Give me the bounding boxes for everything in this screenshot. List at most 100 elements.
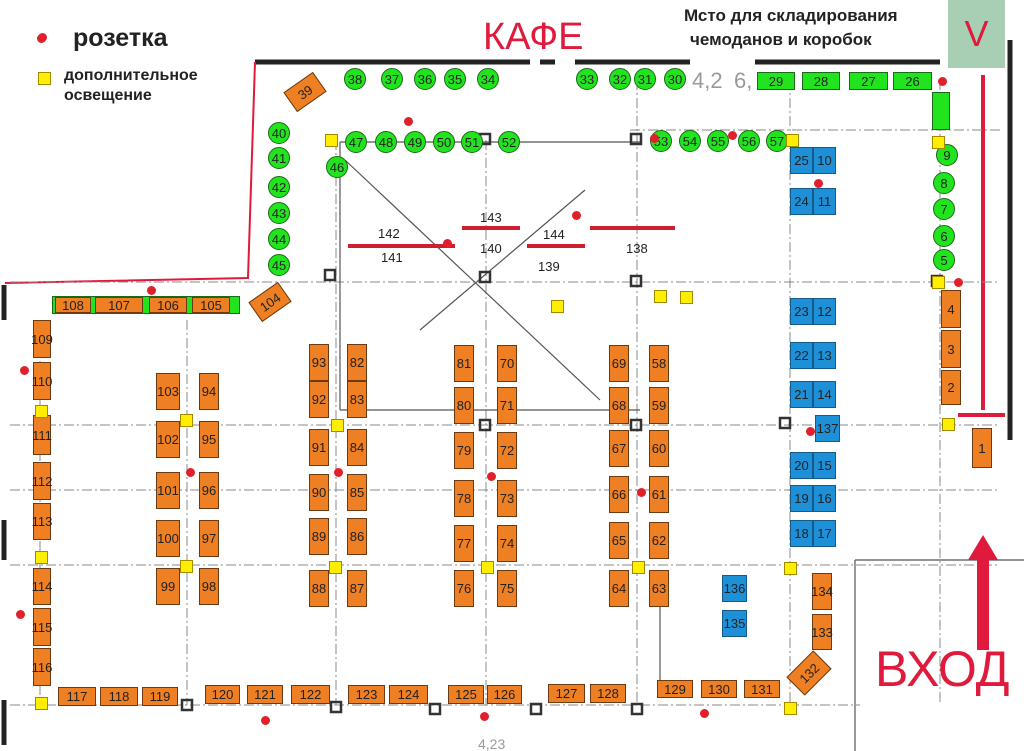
booth-130[interactable]: 130: [701, 680, 737, 698]
booth-94[interactable]: 94: [199, 373, 219, 410]
booth-106[interactable]: 106: [149, 297, 187, 313]
booth-109[interactable]: 109: [31, 320, 53, 358]
booth-137[interactable]: 137: [815, 415, 840, 442]
booth-27[interactable]: 27: [849, 72, 888, 90]
booth-7[interactable]: 7: [933, 198, 955, 220]
zone-139[interactable]: 139: [538, 259, 560, 274]
booth-28[interactable]: 28: [802, 72, 840, 90]
booth-46[interactable]: 46: [326, 156, 348, 178]
booth-24[interactable]: 24: [790, 188, 813, 215]
booth-83[interactable]: 83: [347, 381, 367, 418]
booth-133[interactable]: 133: [811, 614, 833, 650]
booth-15[interactable]: 15: [813, 452, 836, 479]
booth-50[interactable]: 50: [433, 131, 455, 153]
booth-2[interactable]: 2: [941, 370, 961, 405]
booth-65[interactable]: 65: [609, 522, 629, 559]
booth-105[interactable]: 105: [192, 297, 230, 313]
zone-140[interactable]: 140: [480, 241, 502, 256]
booth-36[interactable]: 36: [414, 68, 436, 90]
booth-91[interactable]: 91: [309, 429, 329, 466]
booth-110[interactable]: 110: [32, 362, 52, 400]
booth-86[interactable]: 86: [347, 518, 367, 555]
booth-11[interactable]: 11: [813, 188, 836, 215]
booth-19[interactable]: 19: [790, 485, 813, 512]
booth-61[interactable]: 61: [649, 476, 669, 513]
booth-51[interactable]: 51: [461, 131, 483, 153]
booth-136[interactable]: 136: [722, 575, 747, 602]
booth-103[interactable]: 103: [156, 373, 180, 410]
booth-81[interactable]: 81: [454, 345, 474, 382]
booth-14[interactable]: 14: [813, 381, 836, 408]
booth-118[interactable]: 118: [100, 687, 138, 706]
booth-9[interactable]: 9: [936, 144, 958, 166]
booth-124[interactable]: 124: [389, 685, 428, 704]
zone-138[interactable]: 138: [626, 241, 648, 256]
booth-25[interactable]: 25: [790, 147, 813, 174]
booth-93[interactable]: 93: [309, 344, 329, 381]
booth-48[interactable]: 48: [375, 131, 397, 153]
booth-76[interactable]: 76: [454, 570, 474, 607]
booth-31[interactable]: 31: [634, 68, 656, 90]
booth-67[interactable]: 67: [609, 430, 629, 467]
booth-69[interactable]: 69: [609, 345, 629, 382]
booth-43[interactable]: 43: [268, 202, 290, 224]
booth-45[interactable]: 45: [268, 254, 290, 276]
booth-85[interactable]: 85: [347, 474, 367, 511]
booth-57[interactable]: 57: [766, 130, 788, 152]
booth-129[interactable]: 129: [657, 680, 693, 698]
booth-121[interactable]: 121: [247, 685, 283, 704]
booth-128[interactable]: 128: [590, 684, 626, 703]
booth-82[interactable]: 82: [347, 344, 367, 381]
zone-141[interactable]: 141: [381, 250, 403, 265]
booth-131[interactable]: 131: [744, 680, 780, 698]
booth-117[interactable]: 117: [58, 687, 96, 706]
booth-113[interactable]: 113: [32, 503, 52, 540]
booth-33[interactable]: 33: [576, 68, 598, 90]
booth-134[interactable]: 134: [811, 573, 833, 610]
booth-unnumbered[interactable]: [932, 92, 950, 130]
booth-55[interactable]: 55: [707, 130, 729, 152]
booth-68[interactable]: 68: [609, 387, 629, 424]
zone-143[interactable]: 143: [480, 210, 502, 225]
booth-22[interactable]: 22: [790, 342, 813, 369]
booth-5[interactable]: 5: [933, 249, 955, 271]
booth-6[interactable]: 6: [933, 225, 955, 247]
booth-123[interactable]: 123: [348, 685, 385, 704]
booth-96[interactable]: 96: [199, 472, 219, 509]
booth-127[interactable]: 127: [548, 684, 585, 703]
booth-126[interactable]: 126: [487, 685, 522, 704]
booth-62[interactable]: 62: [649, 522, 669, 559]
booth-30[interactable]: 30: [664, 68, 686, 90]
booth-56[interactable]: 56: [738, 130, 760, 152]
booth-16[interactable]: 16: [813, 485, 836, 512]
booth-29[interactable]: 29: [757, 72, 795, 90]
booth-38[interactable]: 38: [344, 68, 366, 90]
booth-114[interactable]: 114: [32, 568, 52, 605]
booth-116[interactable]: 116: [32, 648, 52, 686]
booth-63[interactable]: 63: [649, 570, 669, 607]
booth-87[interactable]: 87: [347, 570, 367, 607]
booth-13[interactable]: 13: [813, 342, 836, 369]
booth-3[interactable]: 3: [941, 330, 961, 368]
booth-18[interactable]: 18: [790, 520, 813, 547]
booth-101[interactable]: 101: [156, 472, 180, 509]
booth-108[interactable]: 108: [55, 297, 91, 313]
booth-120[interactable]: 120: [205, 685, 240, 704]
booth-40[interactable]: 40: [268, 122, 290, 144]
booth-4[interactable]: 4: [941, 290, 961, 328]
booth-78[interactable]: 78: [454, 480, 474, 517]
booth-32[interactable]: 32: [609, 68, 631, 90]
booth-119[interactable]: 119: [142, 687, 178, 706]
booth-26[interactable]: 26: [893, 72, 932, 90]
booth-54[interactable]: 54: [679, 130, 701, 152]
booth-49[interactable]: 49: [404, 131, 426, 153]
booth-135[interactable]: 135: [722, 610, 747, 637]
booth-102[interactable]: 102: [156, 421, 180, 458]
booth-80[interactable]: 80: [454, 387, 474, 424]
booth-44[interactable]: 44: [268, 228, 290, 250]
booth-66[interactable]: 66: [609, 476, 629, 513]
booth-42[interactable]: 42: [268, 176, 290, 198]
booth-23[interactable]: 23: [790, 298, 813, 325]
zone-142[interactable]: 142: [378, 226, 400, 241]
booth-58[interactable]: 58: [649, 345, 669, 382]
